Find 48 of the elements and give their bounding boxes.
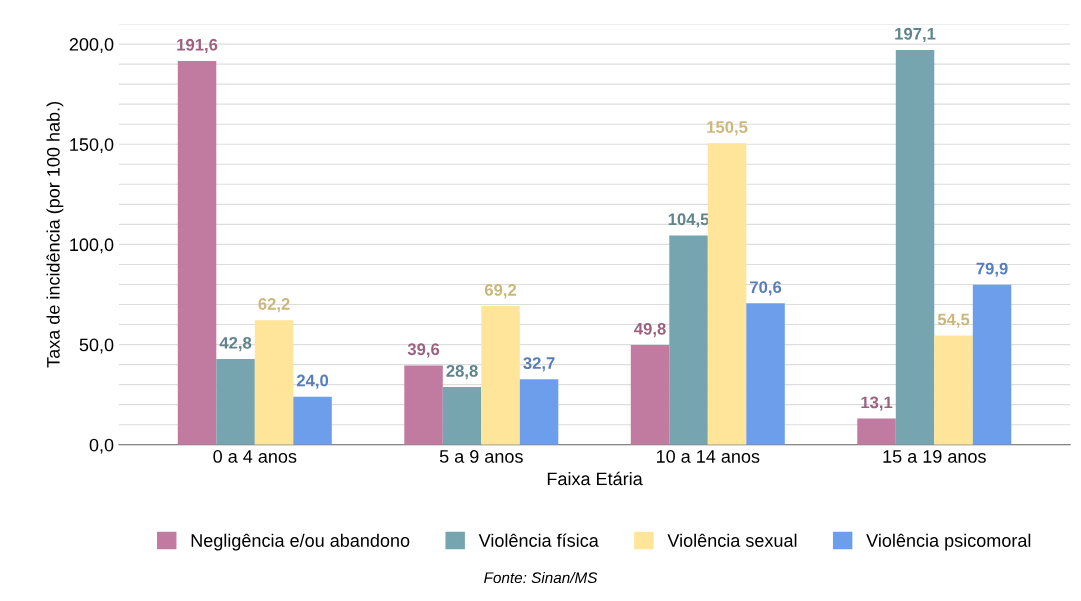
bar: [519, 379, 559, 445]
data-label: 13,1: [861, 396, 893, 411]
bar: [857, 418, 896, 445]
data-label: 62,2: [258, 298, 290, 313]
y-tick-label: 50,0: [79, 338, 114, 354]
bar: [707, 143, 747, 445]
y-tick-label: 200,0: [69, 38, 114, 53]
y-tick-label: 100,0: [70, 238, 114, 254]
x-tick-label: 10 a 14 anos: [656, 450, 760, 463]
legend-label: Violência psicomoral: [866, 533, 1031, 551]
x-axis-title: Faixa Etária: [547, 471, 643, 486]
data-label: 39,6: [407, 343, 440, 358]
data-label: 104,5: [668, 213, 709, 228]
bar: [293, 396, 332, 445]
data-label: 54,5: [937, 313, 970, 328]
data-label: 150,5: [707, 121, 748, 136]
data-label: 28,8: [446, 365, 478, 380]
bar: [254, 320, 294, 445]
x-tick-label: 0 a 4 anos: [213, 450, 297, 463]
bar: [442, 387, 482, 445]
data-label: 70,6: [750, 281, 782, 296]
source-note: Fonte: Sinan/MS: [484, 571, 598, 584]
bar: [746, 303, 785, 445]
bar: [972, 284, 1012, 445]
data-label: 79,9: [976, 262, 1008, 277]
data-label: 32,7: [523, 357, 555, 372]
y-tick-label: 0,0: [89, 438, 114, 454]
data-label: 24,0: [296, 374, 329, 389]
data-label: 69,2: [484, 284, 517, 299]
legend-label: Violência sexual: [667, 533, 797, 547]
data-label: 191,6: [177, 38, 218, 54]
y-tick-label: 150,0: [70, 138, 114, 154]
x-tick-label: 5 a 9 anos: [439, 450, 523, 463]
data-label: 197,1: [895, 27, 936, 43]
data-label: 49,8: [634, 322, 666, 338]
bar: [895, 49, 935, 445]
y-axis-title: Taxa de incidência (por 100 hab.): [46, 102, 64, 368]
bar: [481, 306, 520, 445]
bar: [669, 235, 708, 445]
bar: [177, 60, 217, 445]
legend-label: Negligência e/ou abandono: [191, 533, 410, 551]
bar: [630, 344, 670, 445]
bar: [216, 359, 255, 445]
x-tick-label: 15 a 19 anos: [883, 450, 986, 463]
bar: [934, 335, 973, 445]
bar: [404, 365, 443, 445]
data-label: 42,8: [219, 336, 252, 352]
legend-label: Violência física: [478, 533, 599, 547]
